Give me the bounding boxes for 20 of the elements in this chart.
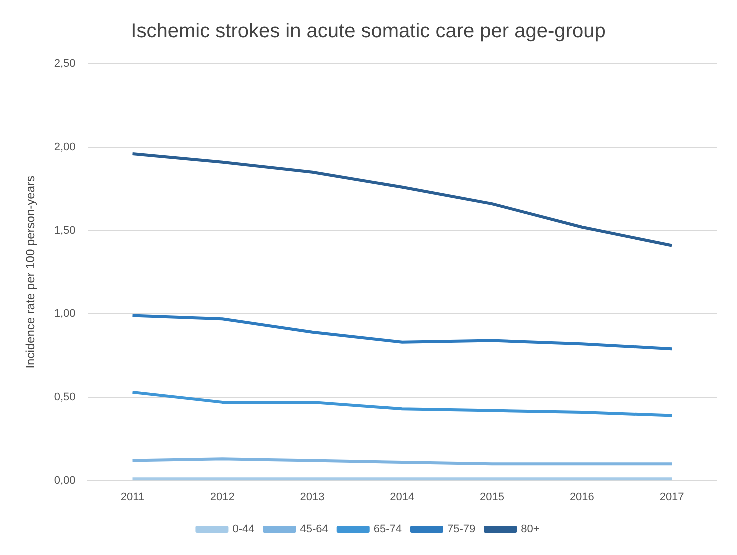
- x-tick-label: 2016: [570, 491, 594, 504]
- x-tick-label: 2012: [210, 491, 235, 504]
- x-tick-label: 2017: [660, 491, 684, 504]
- legend-label: 0-44: [232, 524, 255, 536]
- legend-label: 65-74: [374, 524, 402, 536]
- legend-label: 75-79: [447, 524, 476, 536]
- chart-title: Ischemic strokes in acute somatic care per age-group: [131, 20, 606, 43]
- y-tick-label: 1,50: [54, 224, 76, 237]
- y-tick-label: 2,50: [54, 58, 76, 70]
- x-tick-label: 2015: [480, 491, 505, 504]
- x-tick-label: 2011: [120, 491, 145, 504]
- y-tick-label: 2,00: [54, 141, 76, 154]
- legend-label: 80+: [521, 524, 540, 536]
- y-tick-label: 0,50: [54, 391, 76, 404]
- y-tick-label: 0,00: [54, 474, 76, 487]
- x-tick-label: 2014: [390, 491, 415, 504]
- legend-label: 45-64: [300, 524, 328, 536]
- y-axis-title: Incidence rate per 100 person-years: [24, 176, 38, 369]
- y-tick-label: 1,00: [54, 308, 76, 320]
- x-tick-label: 2013: [300, 491, 325, 504]
